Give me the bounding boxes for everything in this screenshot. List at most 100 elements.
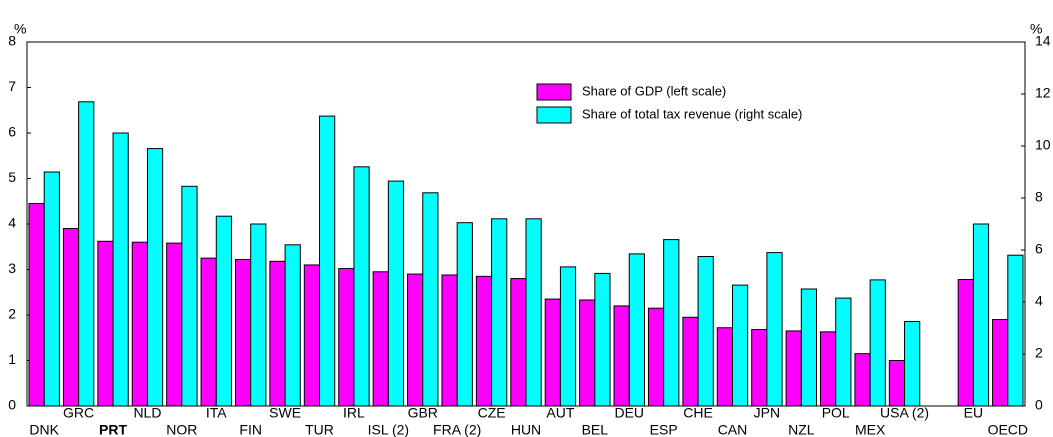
- bar: [407, 273, 424, 407]
- x-tick-label: PRT: [99, 422, 127, 437]
- bar: [78, 101, 95, 407]
- bar: [131, 241, 148, 407]
- bar: [43, 171, 60, 407]
- bar: [682, 316, 699, 407]
- x-tick-label: BEL: [582, 422, 609, 437]
- bar: [697, 256, 714, 407]
- bar: [303, 264, 321, 407]
- bar: [869, 279, 886, 407]
- bar: [800, 288, 818, 407]
- y-tick-label: 8: [8, 33, 16, 49]
- bar: [112, 132, 129, 407]
- y2-tick-label: 4: [1035, 293, 1043, 309]
- bar: [904, 321, 921, 407]
- x-tick-label: MEX: [855, 422, 886, 437]
- y-tick-label: 5: [8, 169, 16, 185]
- bar: [97, 240, 114, 407]
- x-tick-label: AUT: [546, 405, 574, 421]
- x-tick-label: CAN: [718, 422, 748, 437]
- y-tick-label: 6: [8, 124, 16, 140]
- bar: [731, 284, 749, 407]
- y2-tick-label: 8: [1035, 189, 1043, 205]
- x-tick-label: GBR: [408, 405, 438, 421]
- bar: [992, 319, 1009, 407]
- x-tick-label: FIN: [239, 422, 262, 437]
- bar: [525, 218, 542, 407]
- bar: [888, 360, 906, 407]
- bar: [579, 299, 596, 407]
- bar: [338, 268, 355, 407]
- bar: [716, 327, 733, 407]
- y-tick-label: 7: [8, 78, 16, 94]
- bar: [663, 239, 680, 407]
- y2-tick-label: 14: [1035, 33, 1051, 49]
- x-tick-label: NLD: [133, 405, 161, 421]
- bar: [647, 307, 665, 407]
- x-tick-label: IRL: [343, 405, 365, 421]
- legend: Share of GDP (left scale) Share of total …: [536, 83, 802, 124]
- x-tick-label: CHE: [683, 405, 713, 421]
- bar: [319, 115, 336, 407]
- bar: [234, 258, 252, 407]
- x-tick-label: OECD: [988, 422, 1028, 437]
- bar: [491, 218, 508, 407]
- y-tick-label: 0: [8, 397, 16, 413]
- bar: [250, 223, 267, 407]
- y2-tick-label: 10: [1035, 137, 1051, 153]
- bar: [475, 275, 493, 407]
- x-tick-label: HUN: [511, 422, 541, 437]
- bar: [1007, 254, 1024, 407]
- y-tick-label: 2: [8, 306, 16, 322]
- x-tick-label: ISL (2): [368, 422, 410, 437]
- bar: [820, 331, 837, 407]
- y-tick-label: 4: [8, 215, 16, 231]
- y2-tick-label: 6: [1035, 241, 1043, 257]
- bar: [387, 180, 405, 407]
- x-tick-label: NOR: [166, 422, 197, 437]
- bar: [766, 252, 783, 407]
- x-tick-label: ITA: [206, 405, 227, 421]
- y2-unit-label: %: [1030, 21, 1042, 37]
- x-tick-label: GRC: [63, 405, 94, 421]
- y-unit-label: %: [14, 21, 26, 37]
- bar: [181, 185, 198, 407]
- bar: [62, 228, 80, 407]
- bar: [957, 279, 974, 407]
- x-tick-label: TUR: [305, 422, 334, 437]
- x-tick-label: USA (2): [880, 405, 929, 421]
- x-tick-label: EU: [964, 405, 983, 421]
- bar: [972, 223, 990, 407]
- bar: [269, 260, 286, 407]
- bar: [456, 222, 473, 407]
- legend-label: Share of GDP (left scale): [582, 83, 726, 98]
- x-tick-label: POL: [822, 405, 850, 421]
- bar: [751, 329, 768, 407]
- x-tick-label: FRA (2): [433, 422, 481, 437]
- bar: [510, 278, 527, 407]
- bar: [166, 242, 183, 407]
- x-tick-label: CZE: [478, 405, 506, 421]
- x-tick-label: ESP: [650, 422, 678, 437]
- bar: [284, 244, 301, 407]
- x-tick-label: DEU: [614, 405, 644, 421]
- bar: [215, 215, 232, 407]
- bar: [613, 305, 630, 407]
- bar: [559, 266, 577, 407]
- bar: [441, 274, 458, 407]
- y2-tick-label: 12: [1035, 85, 1051, 101]
- bar: [594, 272, 611, 407]
- legend-swatch: [536, 106, 572, 124]
- bar: [628, 253, 645, 407]
- bar: [422, 192, 439, 407]
- bar: [835, 297, 852, 407]
- x-tick-label: JPN: [754, 405, 780, 421]
- bar: [372, 271, 389, 407]
- legend-swatch: [536, 83, 572, 101]
- bar: [28, 203, 45, 407]
- bar: [854, 353, 871, 407]
- bar: [146, 148, 164, 407]
- bar: [200, 257, 217, 407]
- x-tick-label: NZL: [788, 422, 815, 437]
- bar: [785, 330, 802, 407]
